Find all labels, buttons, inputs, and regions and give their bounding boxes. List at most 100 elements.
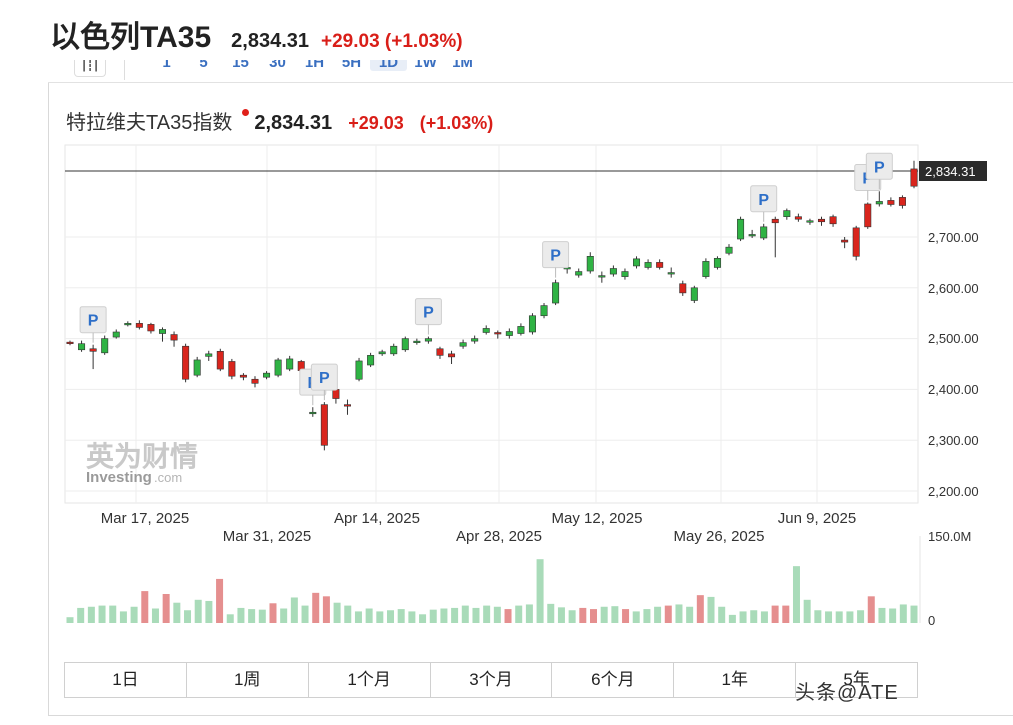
interval-1h[interactable]: 1H — [304, 60, 325, 71]
candle — [78, 343, 86, 351]
candle — [656, 262, 664, 268]
volume-bar — [429, 609, 437, 623]
range-6[interactable]: 5年 — [843, 670, 870, 689]
candle — [864, 203, 872, 228]
range-4[interactable]: 6个月 — [552, 663, 675, 697]
candle — [228, 361, 236, 377]
range-selector: 1日 1周 1个月 3个月 6个月 1年 5年 — [64, 662, 918, 698]
x-tick-label: Jun 9, 2025 — [778, 510, 856, 527]
candle — [424, 338, 432, 342]
volume-bar — [718, 606, 726, 623]
volume-bar — [66, 617, 74, 623]
range-2[interactable]: 1个月 — [309, 663, 431, 697]
range-5[interactable]: 1年 — [674, 663, 797, 697]
volume-bar — [547, 603, 555, 623]
volume-bar — [184, 610, 192, 623]
candle — [725, 246, 733, 254]
candle — [748, 234, 756, 237]
volume-bar — [515, 605, 523, 623]
candle — [690, 287, 698, 301]
volume-bar — [290, 597, 298, 623]
candle — [274, 359, 282, 376]
volume-bar — [483, 605, 491, 623]
volume-bar — [387, 610, 395, 623]
volume-bar — [461, 605, 469, 623]
x-tick-label: Mar 31, 2025 — [223, 528, 311, 545]
volume-bar — [354, 611, 362, 623]
volume-bar — [557, 607, 565, 623]
x-tick-label: May 26, 2025 — [674, 528, 765, 545]
candles-icon[interactable]: ┃┇┃ — [74, 60, 106, 77]
candle — [806, 220, 814, 223]
volume-bar — [408, 611, 416, 623]
candle — [621, 271, 629, 277]
candle — [239, 374, 247, 378]
candle — [193, 359, 201, 376]
candle — [783, 210, 791, 217]
y-tick-label: 2,500.00 — [928, 331, 979, 346]
candle — [494, 332, 502, 335]
volume-bar — [686, 606, 694, 623]
volume-bar — [376, 611, 384, 623]
candle — [852, 227, 860, 257]
candle — [378, 351, 386, 355]
candle — [413, 340, 421, 343]
chart-change-pct: (+1.03%) — [419, 113, 494, 133]
volume-bar — [536, 559, 544, 623]
chart-subheader: 特拉维夫TA35指数 2,834.31 +29.03 (+1.03%) — [66, 106, 493, 135]
p-marker: P — [542, 241, 570, 278]
candle — [135, 323, 143, 328]
interval-1[interactable]: 1 — [162, 60, 171, 71]
interval-5[interactable]: 5 — [199, 60, 208, 71]
p-marker-label: P — [423, 305, 434, 322]
range-3[interactable]: 3个月 — [431, 663, 553, 697]
volume-bar — [878, 607, 886, 623]
candle — [609, 268, 617, 275]
volume-bar — [419, 614, 427, 623]
candle — [482, 328, 490, 333]
candle — [158, 329, 166, 334]
chart-price: 2,834.31 — [254, 112, 333, 134]
candle — [471, 338, 479, 342]
volume-bar — [611, 606, 619, 623]
volume-bar — [792, 566, 800, 623]
volume-bar — [248, 609, 256, 623]
candle — [910, 168, 918, 187]
interval-30[interactable]: 30 — [269, 60, 286, 71]
watermark-en: Investing — [86, 469, 152, 486]
p-marker: P — [750, 185, 778, 222]
volume-bar — [568, 610, 576, 623]
interval-5h[interactable]: 5H — [341, 60, 362, 71]
volume-bar — [696, 595, 704, 623]
candle — [343, 404, 351, 407]
p-marker: P — [865, 152, 893, 190]
range-0[interactable]: 1日 — [65, 663, 187, 697]
candle — [829, 216, 837, 225]
y-tick-label: 2,600.00 — [928, 281, 979, 296]
volume-bar — [322, 596, 330, 623]
plot-area — [64, 144, 919, 504]
candle — [517, 326, 525, 334]
volume-bar — [589, 609, 597, 623]
interval-15[interactable]: 15 — [232, 60, 249, 71]
candle — [702, 261, 710, 277]
interval-1d[interactable]: 1D — [370, 60, 407, 71]
volume-bar — [451, 607, 459, 623]
p-marker-label: P — [874, 159, 885, 176]
candle — [448, 353, 456, 358]
range-1[interactable]: 1周 — [187, 663, 309, 697]
volume-bar — [397, 609, 405, 623]
candle — [598, 275, 606, 278]
candle — [818, 218, 826, 223]
candle — [737, 218, 745, 240]
interval-1m[interactable]: 1M — [452, 60, 473, 71]
interval-1w[interactable]: 1W — [414, 60, 437, 71]
volume-bar — [269, 603, 277, 623]
volume-bar — [803, 599, 811, 623]
volume-bar — [771, 605, 779, 623]
candle — [251, 378, 259, 384]
candle — [124, 323, 132, 326]
candle — [898, 197, 906, 206]
volume-bar — [814, 610, 822, 623]
